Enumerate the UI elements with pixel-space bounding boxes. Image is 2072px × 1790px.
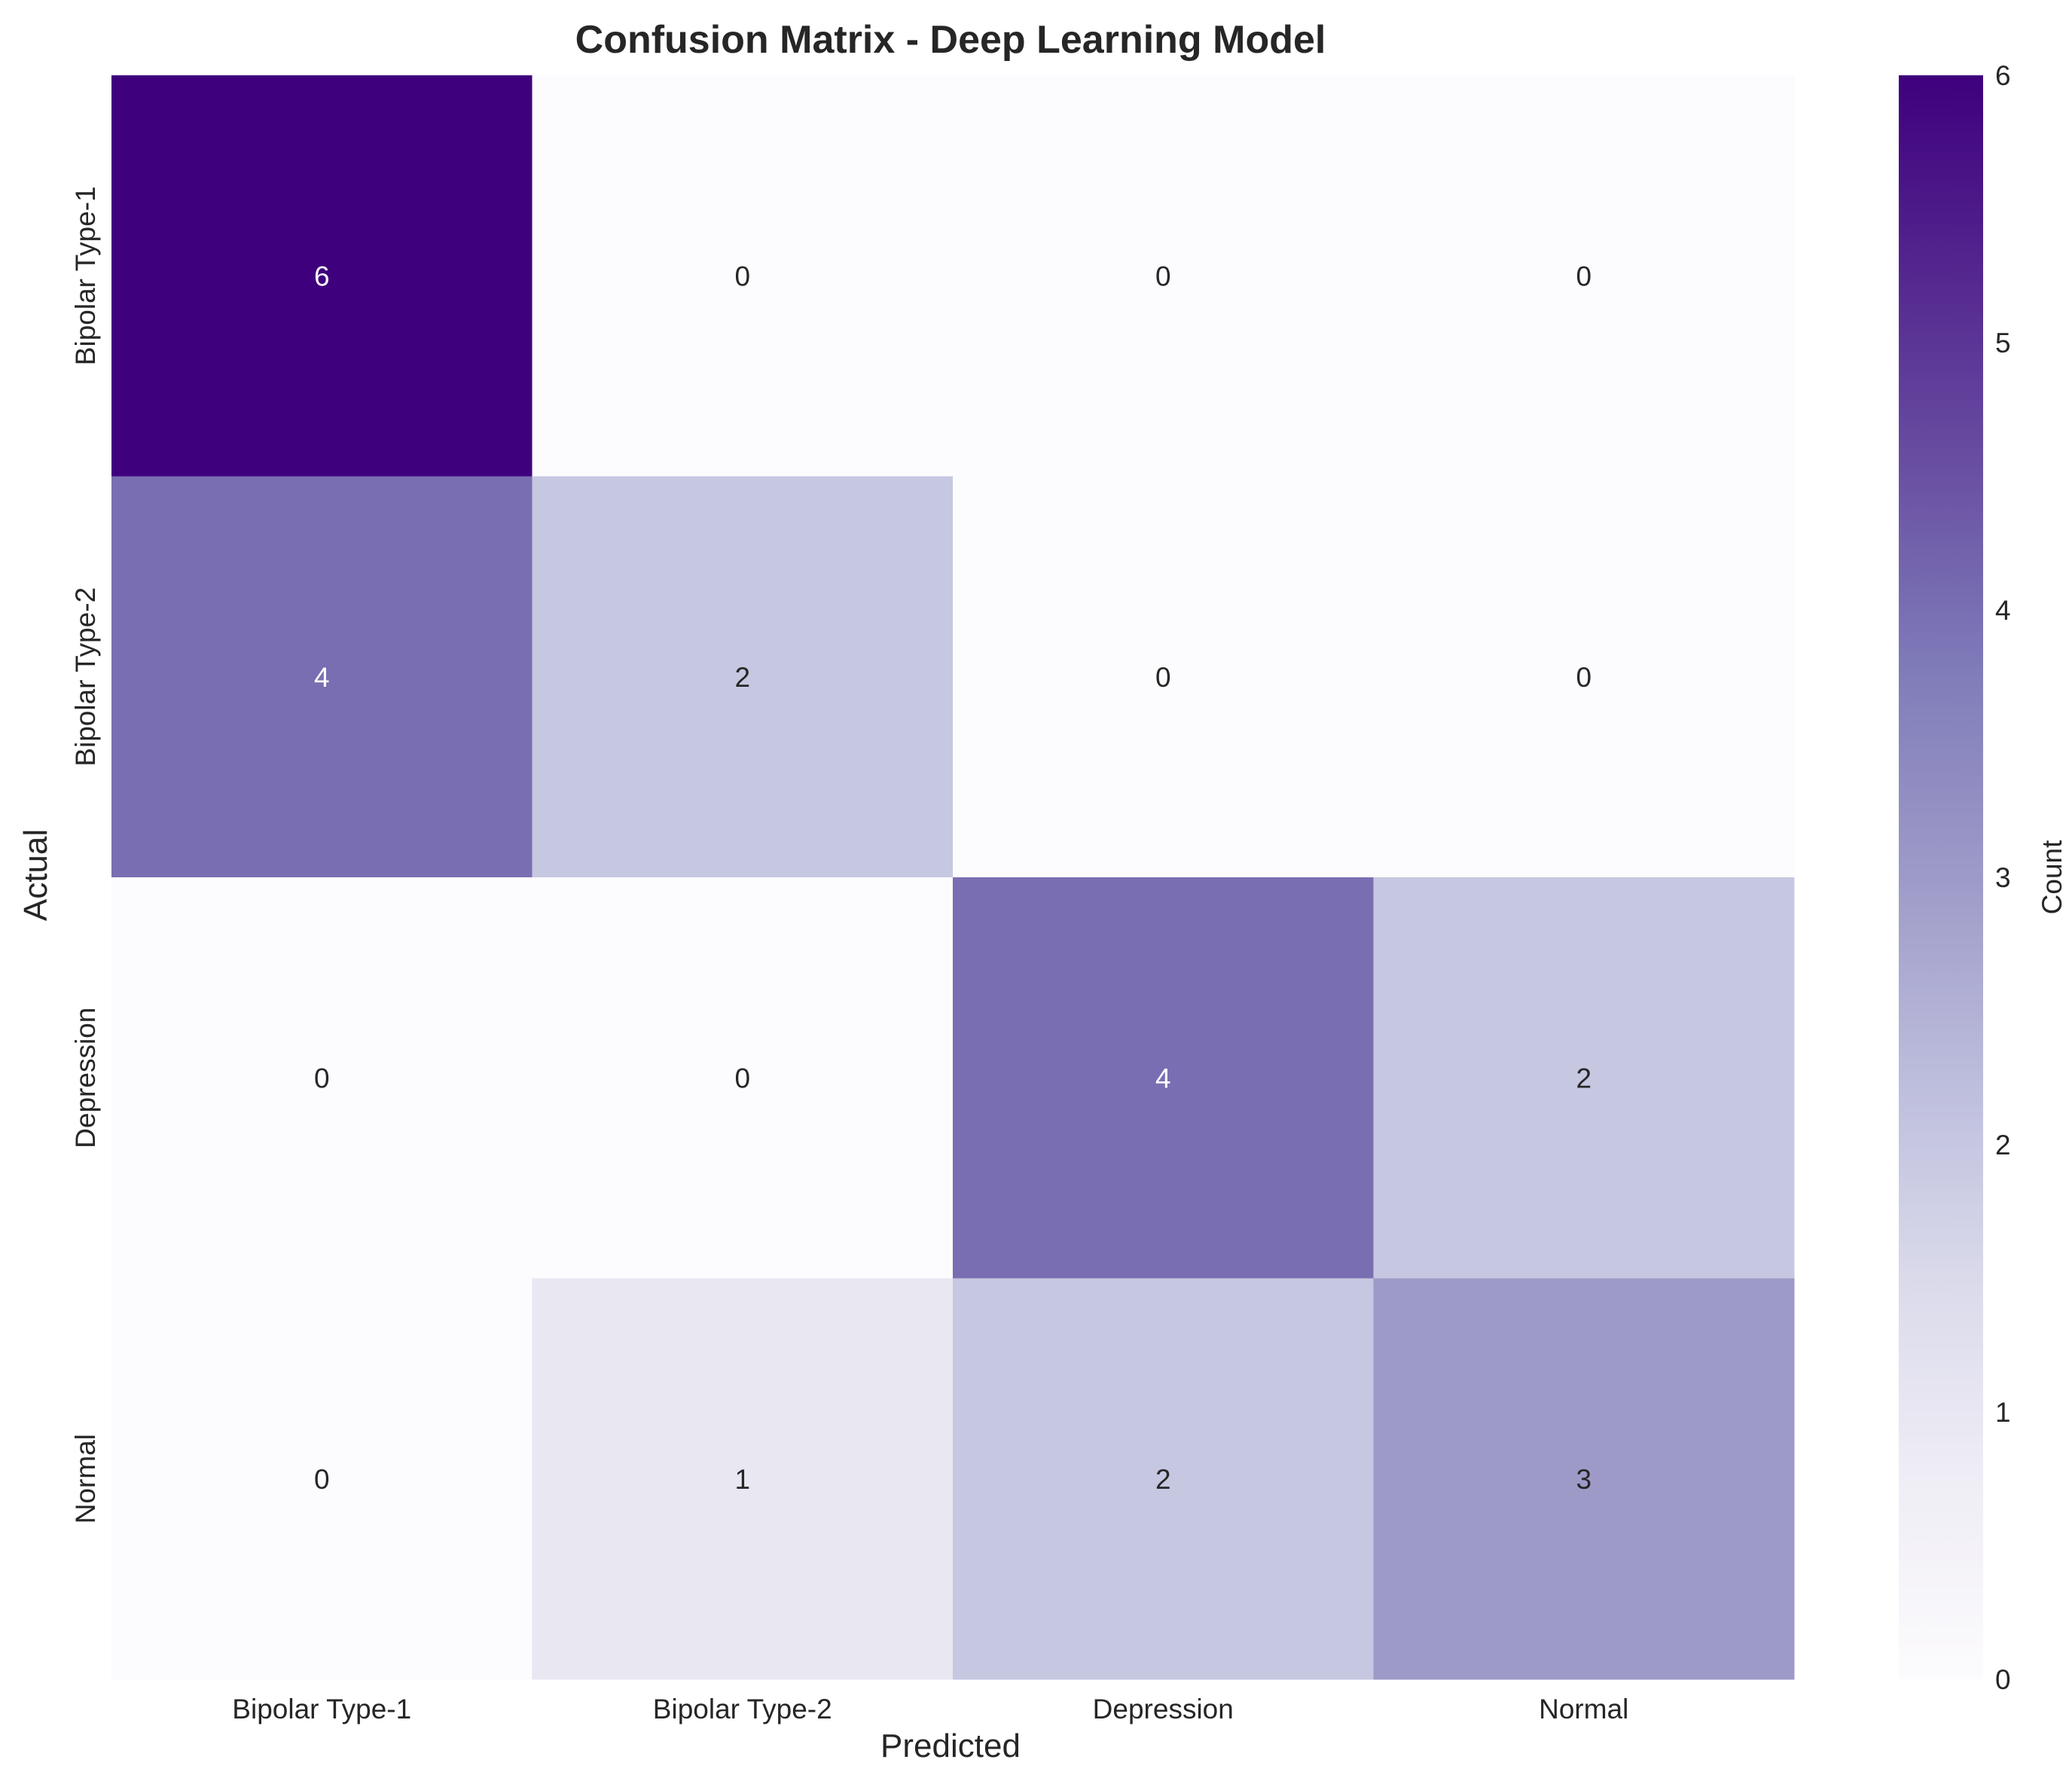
colorbar: [1899, 75, 1983, 1679]
heatmap-cell-labels: 6 0 0 0 4 2 0 0 0 0 4 2 0 1 2 3: [314, 261, 1591, 1495]
cell-value-label: 1: [734, 1464, 750, 1495]
heatmap-cell-normal-bipolar-type-1: [111, 1278, 532, 1680]
cell-value-label: 4: [314, 662, 330, 693]
cell-value-label: 6: [314, 261, 330, 291]
cell-value-label: 3: [1576, 1464, 1591, 1495]
y-tick-label: Depression: [70, 1008, 101, 1148]
y-axis-ticks: Bipolar Type-1 Bipolar Type-2 Depression No…: [70, 186, 101, 1523]
y-tick-label: Bipolar Type-1: [70, 186, 101, 365]
x-axis-ticks: Bipolar Type-1 Bipolar Type-2 Depression No…: [232, 1694, 1628, 1724]
heatmap-cell-bipolar-type-2-bipolar-type-1: [111, 476, 532, 878]
cell-value-label: 2: [734, 662, 750, 693]
heatmap-cell-depression-depression: [953, 877, 1374, 1279]
heatmap-cell-bipolar-type-1-bipolar-type-2: [532, 75, 954, 477]
heatmap-cells: [111, 75, 1795, 1680]
x-tick-label: Depression: [1093, 1694, 1234, 1724]
colorbar-tick-label: 5: [1995, 328, 2011, 358]
heatmap-cell-bipolar-type-2-depression: [953, 476, 1374, 878]
colorbar-tick-label: 1: [1995, 1397, 2011, 1428]
y-tick-label: Normal: [70, 1434, 101, 1523]
colorbar-tick-label: 0: [1995, 1664, 2011, 1695]
colorbar-tick-label: 4: [1995, 595, 2011, 626]
colorbar-tick-label: 3: [1995, 862, 2011, 893]
heatmap-cell-normal-normal: [1373, 1278, 1795, 1680]
heatmap-cell-depression-bipolar-type-1: [111, 877, 532, 1279]
cell-value-label: 2: [1155, 1464, 1171, 1495]
cell-value-label: 0: [314, 1464, 330, 1495]
heatmap-cell-bipolar-type-1-normal: [1373, 75, 1795, 477]
colorbar-ticks: 0 1 2 3 4 5 6: [1995, 60, 2011, 1695]
chart-title: Confusion Matrix - Deep Learning Model: [575, 18, 1326, 62]
cell-value-label: 0: [314, 1063, 330, 1093]
heatmap-cell-normal-bipolar-type-2: [532, 1278, 954, 1680]
heatmap-cell-normal-depression: [953, 1278, 1374, 1680]
cell-value-label: 2: [1576, 1063, 1591, 1093]
cell-value-label: 0: [734, 261, 750, 291]
heatmap-cell-bipolar-type-1-depression: [953, 75, 1374, 477]
heatmap-cell-depression-bipolar-type-2: [532, 877, 954, 1279]
heatmap-cell-bipolar-type-2-normal: [1373, 476, 1795, 878]
cell-value-label: 0: [1576, 662, 1591, 693]
x-tick-label: Bipolar Type-1: [232, 1694, 411, 1724]
colorbar-tick-label: 2: [1995, 1130, 2011, 1160]
heatmap-cell-bipolar-type-2-bipolar-type-2: [532, 476, 954, 878]
heatmap-cell-depression-normal: [1373, 877, 1795, 1279]
heatmap-cell-bipolar-type-1-bipolar-type-1: [111, 75, 532, 477]
cell-value-label: 0: [734, 1063, 750, 1093]
x-axis-label: Predicted: [880, 1727, 1021, 1764]
colorbar-label: Count: [2037, 840, 2067, 914]
y-axis-label: Actual: [17, 829, 54, 921]
cell-value-label: 0: [1576, 261, 1591, 291]
colorbar-tick-label: 6: [1995, 60, 2011, 91]
cell-value-label: 0: [1155, 662, 1171, 693]
y-tick-label: Bipolar Type-2: [70, 587, 101, 767]
cell-value-label: 4: [1155, 1063, 1171, 1093]
cell-value-label: 0: [1155, 261, 1171, 291]
x-tick-label: Normal: [1539, 1694, 1628, 1724]
x-tick-label: Bipolar Type-2: [653, 1694, 832, 1724]
